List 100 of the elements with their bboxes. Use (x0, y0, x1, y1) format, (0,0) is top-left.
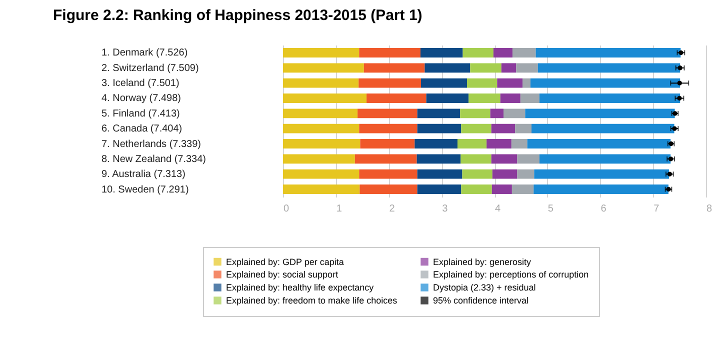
bar (283, 169, 360, 179)
x-tick-label: 1 (336, 204, 342, 214)
bar (283, 94, 367, 103)
bar (493, 48, 512, 58)
bar (532, 124, 674, 134)
bar (421, 78, 468, 88)
bar (492, 169, 518, 179)
x-tick-label: 6 (600, 204, 607, 214)
bar (491, 124, 516, 134)
bar (492, 184, 512, 194)
bar (462, 48, 494, 58)
legend-label: Dystopia (2.33) + residual (433, 282, 536, 292)
x-tick-label: 3 (442, 204, 448, 214)
bar (417, 184, 462, 194)
y-tick-label: 10. Sweden (7.291) (102, 184, 189, 196)
bar (359, 48, 420, 58)
bar (515, 124, 532, 134)
bar (283, 48, 360, 58)
bar (414, 139, 458, 148)
y-tick-label: 9. Australia (7.313) (102, 169, 186, 180)
bar (366, 94, 426, 103)
legend-label: 95% confidence interval (433, 296, 529, 306)
x-tick-label: 4 (495, 204, 501, 214)
bar (283, 184, 360, 194)
point (678, 66, 682, 70)
bar (283, 124, 360, 134)
x-tick-label: 2 (389, 204, 396, 214)
bar (530, 78, 680, 88)
bar (527, 139, 671, 148)
bar (417, 108, 460, 118)
bar (503, 108, 526, 118)
bar (501, 63, 516, 73)
bar (283, 63, 364, 73)
bar (470, 63, 502, 73)
bar (354, 154, 417, 164)
bar (500, 94, 520, 103)
legend-label: Explained by: freedom to make life choices (226, 296, 398, 306)
bar (457, 139, 487, 148)
x-tick-label: 0 (284, 204, 290, 214)
y-tick-label: 2. Switzerland (7.509) (102, 62, 199, 74)
point (677, 96, 682, 101)
bar (512, 184, 534, 194)
bar (283, 154, 355, 164)
chart-title: Figure 2.2: Ranking of Happiness 2013-2015 (Part 1) (53, 7, 422, 24)
bar (283, 108, 358, 118)
bar (462, 169, 492, 179)
y-tick-label: 6. Canada (7.404) (102, 124, 182, 135)
x-tick-label: 7 (654, 204, 660, 214)
x-tick-label: 8 (706, 204, 712, 214)
bar (536, 48, 681, 58)
bar (461, 184, 492, 194)
y-tick-label: 7. Netherlands (7.339) (102, 138, 202, 150)
bar (525, 108, 675, 118)
y-tick-label: 1. Denmark (7.526) (102, 48, 188, 59)
bar (491, 154, 518, 164)
bar (539, 154, 671, 164)
x-tick-label: 5 (548, 204, 554, 214)
bar (358, 78, 422, 88)
legend-label: Explained by: generosity (433, 256, 532, 267)
point (677, 80, 682, 86)
bar (417, 124, 462, 134)
bar (424, 63, 470, 73)
bar (517, 169, 534, 179)
bar (486, 139, 512, 148)
bar (416, 154, 461, 164)
bar (359, 169, 418, 179)
legend-label: Explained by: perceptions of corruption (433, 270, 589, 280)
y-tick-label: 4. Norway (7.498) (102, 93, 181, 104)
bar (467, 78, 498, 88)
bar (522, 78, 530, 88)
bar (497, 78, 523, 88)
bar (517, 154, 540, 164)
bar (538, 63, 680, 73)
bar (417, 169, 462, 179)
bar (283, 139, 360, 148)
bar (360, 139, 415, 148)
bar (420, 48, 463, 58)
bar (539, 94, 680, 103)
bar (516, 63, 538, 73)
y-tick-label: 3. Iceland (7.501) (102, 78, 180, 90)
bar (426, 94, 469, 103)
bar (359, 124, 418, 134)
bar (534, 169, 669, 179)
bar (358, 108, 418, 118)
bar (460, 108, 490, 118)
legend-label: Explained by: GDP per capita (226, 256, 344, 267)
bar (511, 139, 528, 148)
bar (490, 108, 504, 118)
bar (461, 124, 492, 134)
legend-label: Explained by: healthy life expectancy (226, 282, 374, 292)
bar (468, 94, 500, 103)
bar (283, 78, 359, 88)
bar (512, 48, 536, 58)
bar (520, 94, 540, 103)
y-tick-label: 5. Finland (7.413) (102, 108, 180, 120)
legend-label: Explained by: social support (226, 270, 339, 280)
bar (460, 154, 492, 164)
bar (364, 63, 425, 73)
bar (360, 184, 418, 194)
bar (534, 184, 668, 194)
